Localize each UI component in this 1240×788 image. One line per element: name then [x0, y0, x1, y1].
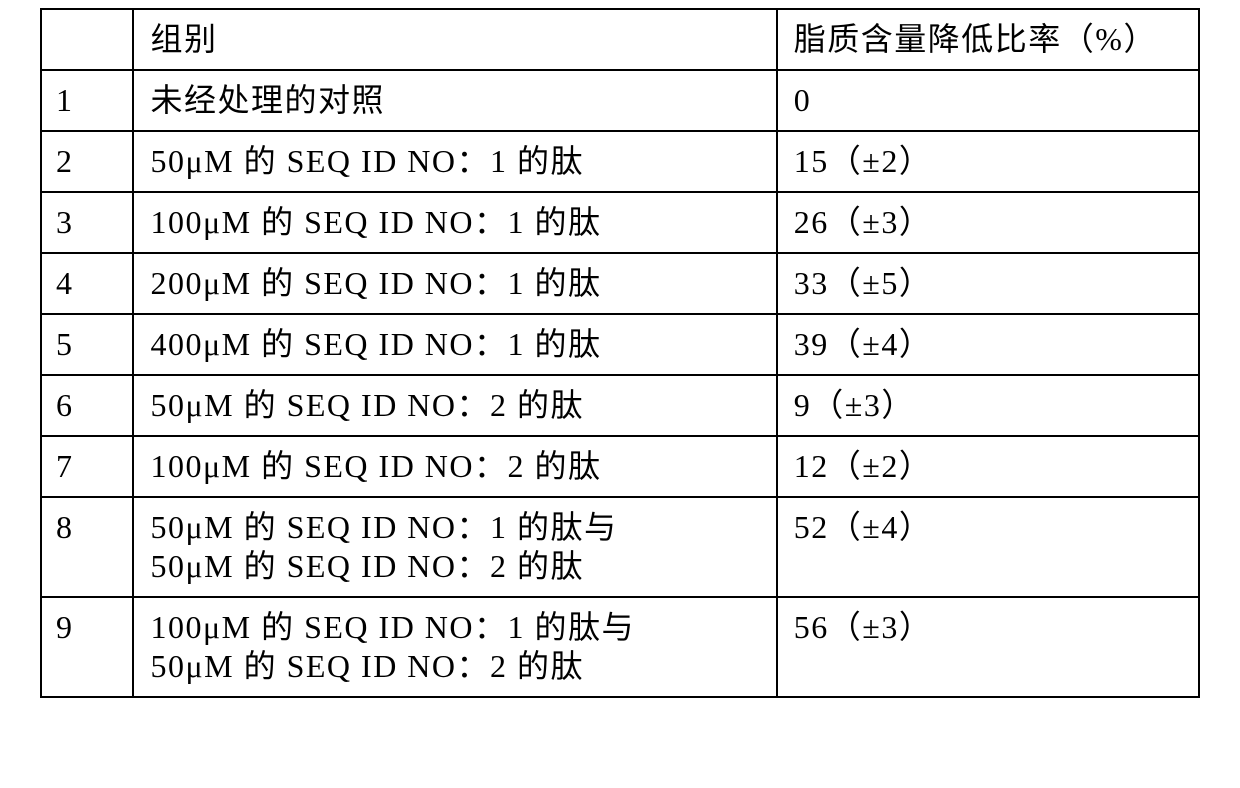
table-row: 6 50μM 的 SEQ ID NO：2 的肽 9（±3）: [41, 375, 1199, 436]
cell-value: 26（±3）: [777, 192, 1199, 253]
lipid-reduction-table: 组别 脂质含量降低比率（%） 1 未经处理的对照 0 2 50μM 的 SEQ …: [40, 8, 1200, 698]
page-container: 组别 脂质含量降低比率（%） 1 未经处理的对照 0 2 50μM 的 SEQ …: [0, 0, 1240, 788]
cell-group: 200μM 的 SEQ ID NO：1 的肽: [133, 253, 776, 314]
table-row: 2 50μM 的 SEQ ID NO：1 的肽 15（±2）: [41, 131, 1199, 192]
cell-index: 1: [41, 70, 133, 131]
cell-group: 100μM 的 SEQ ID NO：2 的肽: [133, 436, 776, 497]
cell-value: 9（±3）: [777, 375, 1199, 436]
header-value: 脂质含量降低比率（%）: [777, 9, 1199, 70]
header-index: [41, 9, 133, 70]
table-header-row: 组别 脂质含量降低比率（%）: [41, 9, 1199, 70]
cell-index: 2: [41, 131, 133, 192]
table-row: 8 50μM 的 SEQ ID NO：1 的肽与 50μM 的 SEQ ID N…: [41, 497, 1199, 597]
table-row: 3 100μM 的 SEQ ID NO：1 的肽 26（±3）: [41, 192, 1199, 253]
cell-value: 15（±2）: [777, 131, 1199, 192]
table-row: 9 100μM 的 SEQ ID NO：1 的肽与 50μM 的 SEQ ID …: [41, 597, 1199, 697]
cell-value: 12（±2）: [777, 436, 1199, 497]
cell-index: 8: [41, 497, 133, 597]
cell-group: 50μM 的 SEQ ID NO：1 的肽: [133, 131, 776, 192]
table-row: 4 200μM 的 SEQ ID NO：1 的肽 33（±5）: [41, 253, 1199, 314]
cell-index: 5: [41, 314, 133, 375]
table-row: 5 400μM 的 SEQ ID NO：1 的肽 39（±4）: [41, 314, 1199, 375]
cell-index: 9: [41, 597, 133, 697]
cell-index: 4: [41, 253, 133, 314]
cell-index: 6: [41, 375, 133, 436]
cell-group: 未经处理的对照: [133, 70, 776, 131]
cell-value: 56（±3）: [777, 597, 1199, 697]
cell-group: 400μM 的 SEQ ID NO：1 的肽: [133, 314, 776, 375]
cell-group: 100μM 的 SEQ ID NO：1 的肽与 50μM 的 SEQ ID NO…: [133, 597, 776, 697]
table-row: 7 100μM 的 SEQ ID NO：2 的肽 12（±2）: [41, 436, 1199, 497]
table-row: 1 未经处理的对照 0: [41, 70, 1199, 131]
cell-index: 3: [41, 192, 133, 253]
cell-group: 100μM 的 SEQ ID NO：1 的肽: [133, 192, 776, 253]
cell-value: 0: [777, 70, 1199, 131]
cell-value: 39（±4）: [777, 314, 1199, 375]
header-group: 组别: [133, 9, 776, 70]
cell-value: 52（±4）: [777, 497, 1199, 597]
cell-index: 7: [41, 436, 133, 497]
cell-value: 33（±5）: [777, 253, 1199, 314]
cell-group: 50μM 的 SEQ ID NO：2 的肽: [133, 375, 776, 436]
cell-group: 50μM 的 SEQ ID NO：1 的肽与 50μM 的 SEQ ID NO：…: [133, 497, 776, 597]
